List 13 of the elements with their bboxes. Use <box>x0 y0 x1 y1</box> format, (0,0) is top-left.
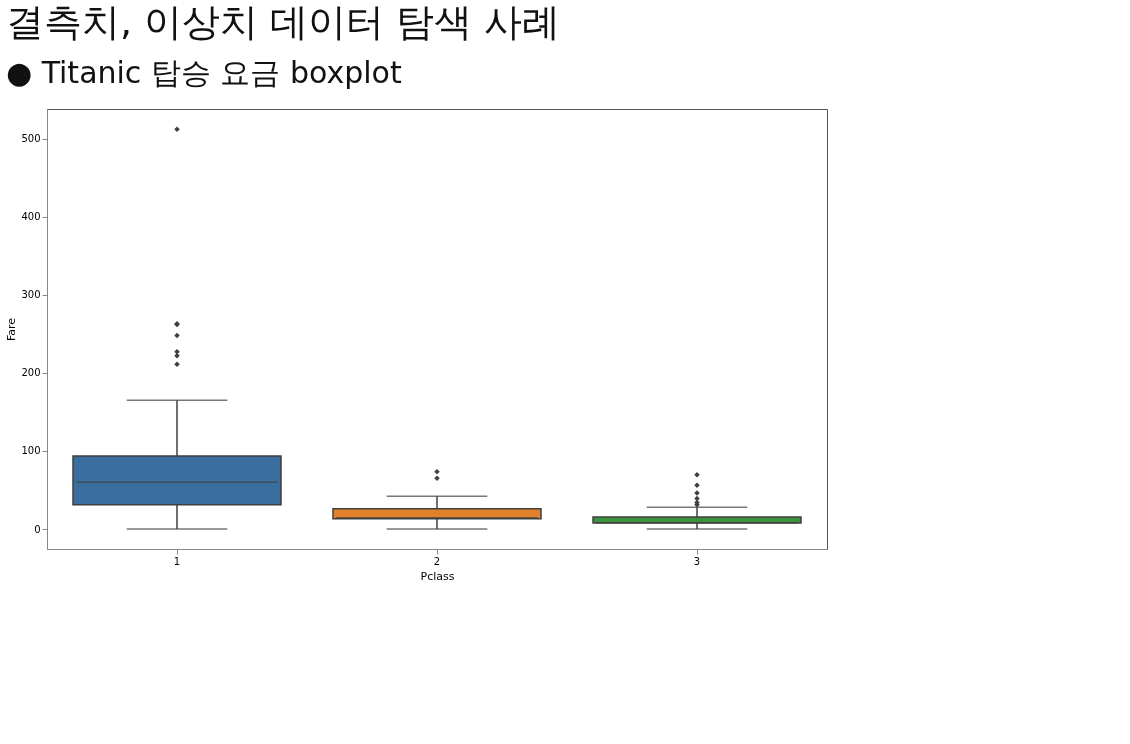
y-tick-label: 0 <box>34 523 41 535</box>
chart-subtitle: ● Titanic 탑승 요금 boxplot <box>5 55 402 90</box>
x-tick-label: 1 <box>173 555 181 567</box>
x-tick-label: 2 <box>433 555 441 567</box>
x-tick-label: 3 <box>693 555 701 567</box>
y-tick-label: 500 <box>21 133 41 145</box>
x-axis-title: Pclass <box>420 569 455 583</box>
y-tick-label: 100 <box>21 445 41 457</box>
chart-title: 결측치, 이상치 데이터 탐색 사례 <box>5 0 561 44</box>
y-axis-title: Fare <box>5 317 19 342</box>
y-tick-label: 200 <box>21 367 41 379</box>
y-tick-label: 300 <box>21 289 41 301</box>
y-tick-label: 400 <box>21 211 41 223</box>
